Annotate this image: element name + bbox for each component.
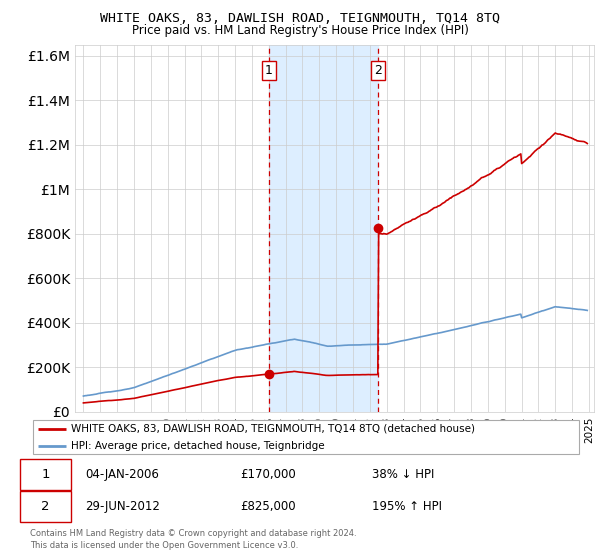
Text: 1: 1 xyxy=(41,468,50,481)
Text: Price paid vs. HM Land Registry's House Price Index (HPI): Price paid vs. HM Land Registry's House … xyxy=(131,24,469,37)
Text: 29-JUN-2012: 29-JUN-2012 xyxy=(85,500,160,513)
FancyBboxPatch shape xyxy=(33,420,579,455)
Text: 2: 2 xyxy=(41,500,50,513)
FancyBboxPatch shape xyxy=(20,491,71,522)
Text: WHITE OAKS, 83, DAWLISH ROAD, TEIGNMOUTH, TQ14 8TQ: WHITE OAKS, 83, DAWLISH ROAD, TEIGNMOUTH… xyxy=(100,12,500,25)
Text: £825,000: £825,000 xyxy=(240,500,295,513)
Text: 38% ↓ HPI: 38% ↓ HPI xyxy=(372,468,434,481)
FancyBboxPatch shape xyxy=(20,459,71,490)
Text: HPI: Average price, detached house, Teignbridge: HPI: Average price, detached house, Teig… xyxy=(71,441,325,451)
Text: 2: 2 xyxy=(374,64,382,77)
Bar xyxy=(269,45,379,412)
Text: 195% ↑ HPI: 195% ↑ HPI xyxy=(372,500,442,513)
Text: WHITE OAKS, 83, DAWLISH ROAD, TEIGNMOUTH, TQ14 8TQ (detached house): WHITE OAKS, 83, DAWLISH ROAD, TEIGNMOUTH… xyxy=(71,424,475,434)
Text: £170,000: £170,000 xyxy=(240,468,296,481)
Text: 1: 1 xyxy=(265,64,273,77)
Text: 04-JAN-2006: 04-JAN-2006 xyxy=(85,468,159,481)
Text: Contains HM Land Registry data © Crown copyright and database right 2024.
This d: Contains HM Land Registry data © Crown c… xyxy=(30,529,356,550)
